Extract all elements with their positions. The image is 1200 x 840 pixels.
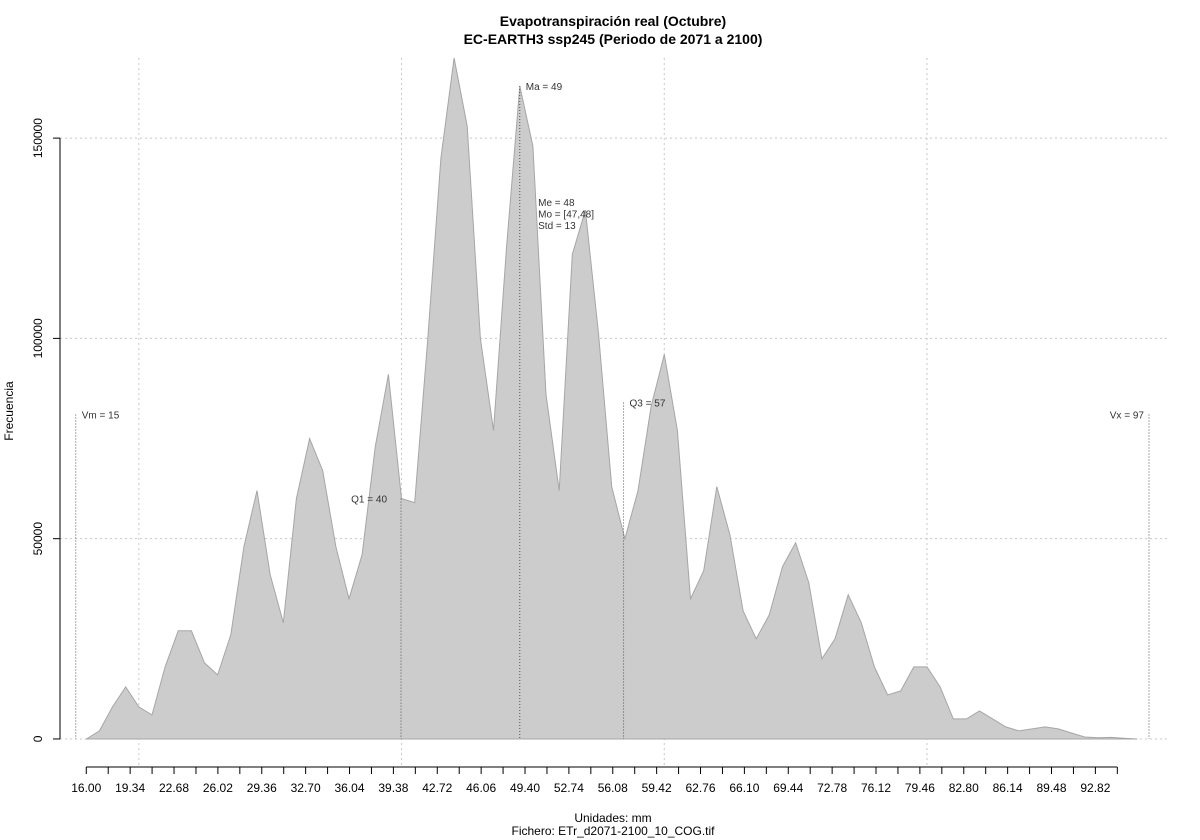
y-tick-label: 100000 [31,318,45,358]
x-tick-label: 82.80 [949,781,979,795]
x-tick-label: 76.12 [861,781,891,795]
x-tick-label: 56.08 [598,781,628,795]
x-tick-label: 69.44 [773,781,803,795]
stats-line: Mo = [47,48] [538,210,594,221]
x-tick-label: 39.38 [378,781,408,795]
frequency-area-path [84,57,1138,740]
x-tick-label: 49.40 [510,781,540,795]
chart-subtitle: EC-EARTH3 ssp245 (Periodo de 2071 a 2100… [464,31,763,47]
axes: 0 50000 100000 150000 16.00 19.34 22.68 26.02 29… [31,118,1118,795]
frequency-area [84,57,1138,740]
x-tick-label: 22.68 [159,781,189,795]
marker-label: Q1 = 40 [351,495,387,506]
x-tick-label: 16.00 [71,781,101,795]
x-tick-label: 32.70 [291,781,321,795]
x-tick-label: 62.76 [686,781,716,795]
x-tick-label: 79.46 [905,781,935,795]
marker-label: Ma = 49 [526,82,563,93]
x-tick-label: 89.48 [1036,781,1066,795]
statistic-markers: Vm = 15 Q1 = 40 Ma = 49 Q3 = 57 Vx = 97 Me = … [75,82,1150,739]
x-tick-label: 66.10 [729,781,759,795]
y-axis-label: Frecuencia [2,381,16,441]
stats-line: Std = 13 [538,221,576,232]
x-tick-label: 59.42 [642,781,672,795]
x-tick-label: 92.82 [1080,781,1110,795]
x-tick-label: 19.34 [115,781,145,795]
x-tick-label: 26.02 [203,781,233,795]
file-footer: Fichero: ETr_d2071-2100_10_COG.tif [512,824,716,838]
y-tick-label: 50000 [31,522,45,556]
x-tick-label: 52.74 [554,781,584,795]
y-tick-label: 150000 [31,118,45,158]
marker-label: Q3 = 57 [630,398,666,409]
marker-label: Vx = 97 [1110,411,1145,422]
x-tick-label: 36.04 [335,781,365,795]
y-tick-label: 0 [31,735,45,742]
x-tick-label: 72.78 [817,781,847,795]
stats-line: Me = 48 [538,198,575,209]
x-tick-label: 29.36 [247,781,277,795]
marker-label: Vm = 15 [82,411,120,422]
chart-title: Evapotranspiración real (Octubre) [500,13,726,29]
x-tick-label: 86.14 [993,781,1023,795]
x-tick-label: 42.72 [422,781,452,795]
x-tick-label: 46.06 [466,781,496,795]
x-axis-label: Unidades: mm [574,811,651,825]
